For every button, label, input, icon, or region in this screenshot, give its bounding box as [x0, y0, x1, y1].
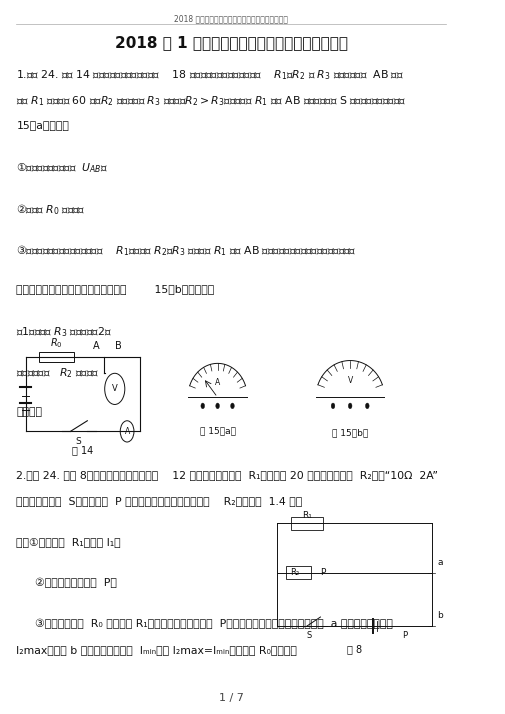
Text: 字样，闭合电键  S，移动滑片  P 到某位置时，通过滑动变阻器    R₂的电流为  1.4 安。: 字样，闭合电键 S，移动滑片 P 到某位置时，通过滑动变阻器 R₂的电流为 1.… — [17, 496, 302, 506]
Text: 2018 年 1 月上海中考物理一模电学压轴计算汇编: 2018 年 1 月上海中考物理一模电学压轴计算汇编 — [115, 35, 348, 50]
Text: R₂: R₂ — [290, 568, 299, 578]
Text: 1.徐汇 24. 在图 14 所示的电路中，电源电压为    18 伏，现有三个不同的定値电阻    $R_1$、$R_2$ 和 $R_3$ 可供接入电路  A: 1.徐汇 24. 在图 14 所示的电路中，电源电压为 18 伏，现有三个不同的… — [17, 69, 405, 82]
Text: ③不改变两电表的量程，取下电阻    $R_1$，将电阻 $R_2$、$R_3$ 先后替换 $R_1$ 接入 AB 间，发现每次替换后，电压表或电流表: ③不改变两电表的量程，取下电阻 $R_1$，将电阻 $R_2$、$R_3$ 先后… — [17, 243, 357, 258]
Text: $R_0$: $R_0$ — [50, 336, 63, 350]
Text: 1 / 7: 1 / 7 — [219, 693, 244, 703]
Text: ②电路消耗的总功率  P。: ②电路消耗的总功率 P。 — [35, 578, 117, 588]
Text: 求：①通过电阻  R₁的电流 I₁。: 求：①通过电阻 R₁的电流 I₁。 — [17, 537, 121, 547]
Circle shape — [331, 403, 335, 408]
Text: R₁: R₁ — [302, 511, 312, 520]
Circle shape — [201, 403, 205, 408]
Text: ①求此时电压表的示数  $U_{AB}$；: ①求此时电压表的示数 $U_{AB}$； — [17, 161, 109, 174]
Text: B: B — [115, 341, 121, 351]
Text: V: V — [112, 384, 118, 393]
Text: ②求电阻 $R_0$ 的阴値。: ②求电阻 $R_0$ 的阴値。 — [17, 202, 86, 216]
Text: 分别有一个达到满刻度【电压表盘如图        15（b）所示】。: 分别有一个达到满刻度【电压表盘如图 15（b）所示】。 — [17, 284, 215, 294]
Circle shape — [216, 403, 220, 408]
Text: A: A — [93, 341, 100, 351]
Text: I₂max；通过 b 处的电流最小値为  Iₘᵢₙ，且 I₂max=Iₘᵢₙ，求电阻 R₀的阴値。: I₂max；通过 b 处的电流最小値为 Iₘᵢₙ，且 I₂max=Iₘᵢₙ，求电… — [17, 645, 297, 655]
Text: 图 15（a）: 图 15（a） — [199, 426, 236, 436]
Bar — [286, 566, 311, 579]
Text: 图 8: 图 8 — [347, 644, 362, 654]
Circle shape — [348, 403, 352, 408]
Text: S: S — [307, 631, 312, 640]
Text: 求电路中接入   $R_2$ 时电流表: 求电路中接入 $R_2$ 时电流表 — [17, 366, 100, 380]
Text: S: S — [75, 437, 81, 446]
Text: V: V — [347, 376, 353, 386]
Text: 2018 上海中考物理一模电学计算汇编学生版无答案: 2018 上海中考物理一模电学计算汇编学生版无答案 — [174, 14, 288, 24]
Text: 15（a）所示。: 15（a）所示。 — [17, 120, 69, 130]
Text: ③现用定値电阻  R₀ 替换电阻 R₁，闭合电键，移动滑片  P，并保证电路能够正常工作，通过  a 处的电流最大値为: ③现用定値电阻 R₀ 替换电阻 R₁，闭合电键，移动滑片 P，并保证电路能够正常… — [35, 619, 393, 630]
Circle shape — [231, 403, 234, 408]
Bar — [291, 517, 323, 530]
Text: 的示数。: 的示数。 — [17, 407, 42, 417]
Text: 图 15（b）: 图 15（b） — [332, 428, 368, 438]
Text: a: a — [437, 558, 442, 567]
Text: A: A — [215, 378, 220, 386]
Text: （1）求电阻 $R_3$ 的阴値；（2）: （1）求电阻 $R_3$ 的阴値；（2） — [17, 325, 112, 339]
Text: 已知 $R_1$ 的阴値为 60 欧，$R_2$ 的阴値大于 $R_3$ 的阴値（$R_2 > R_3$），若电阻 $R_1$ 接入 AB 间，闭合电键 S 后: 已知 $R_1$ 的阴値为 60 欧，$R_2$ 的阴値大于 $R_3$ 的阴値… — [17, 94, 407, 108]
Text: P: P — [320, 568, 325, 578]
Text: b: b — [437, 611, 443, 620]
Text: 图 14: 图 14 — [72, 446, 93, 456]
Bar — [39, 352, 74, 362]
Text: P: P — [402, 631, 407, 640]
Text: 2.长宁 24. 如图 8所示的电路，电源电压为    12 伏保持不变，电阻  R₁的阴値为 20 欧，滑动变阻器  R₂标有“10Ω  2A”: 2.长宁 24. 如图 8所示的电路，电源电压为 12 伏保持不变，电阻 R₁的… — [17, 471, 438, 481]
Circle shape — [366, 403, 369, 408]
Text: A: A — [124, 427, 130, 436]
